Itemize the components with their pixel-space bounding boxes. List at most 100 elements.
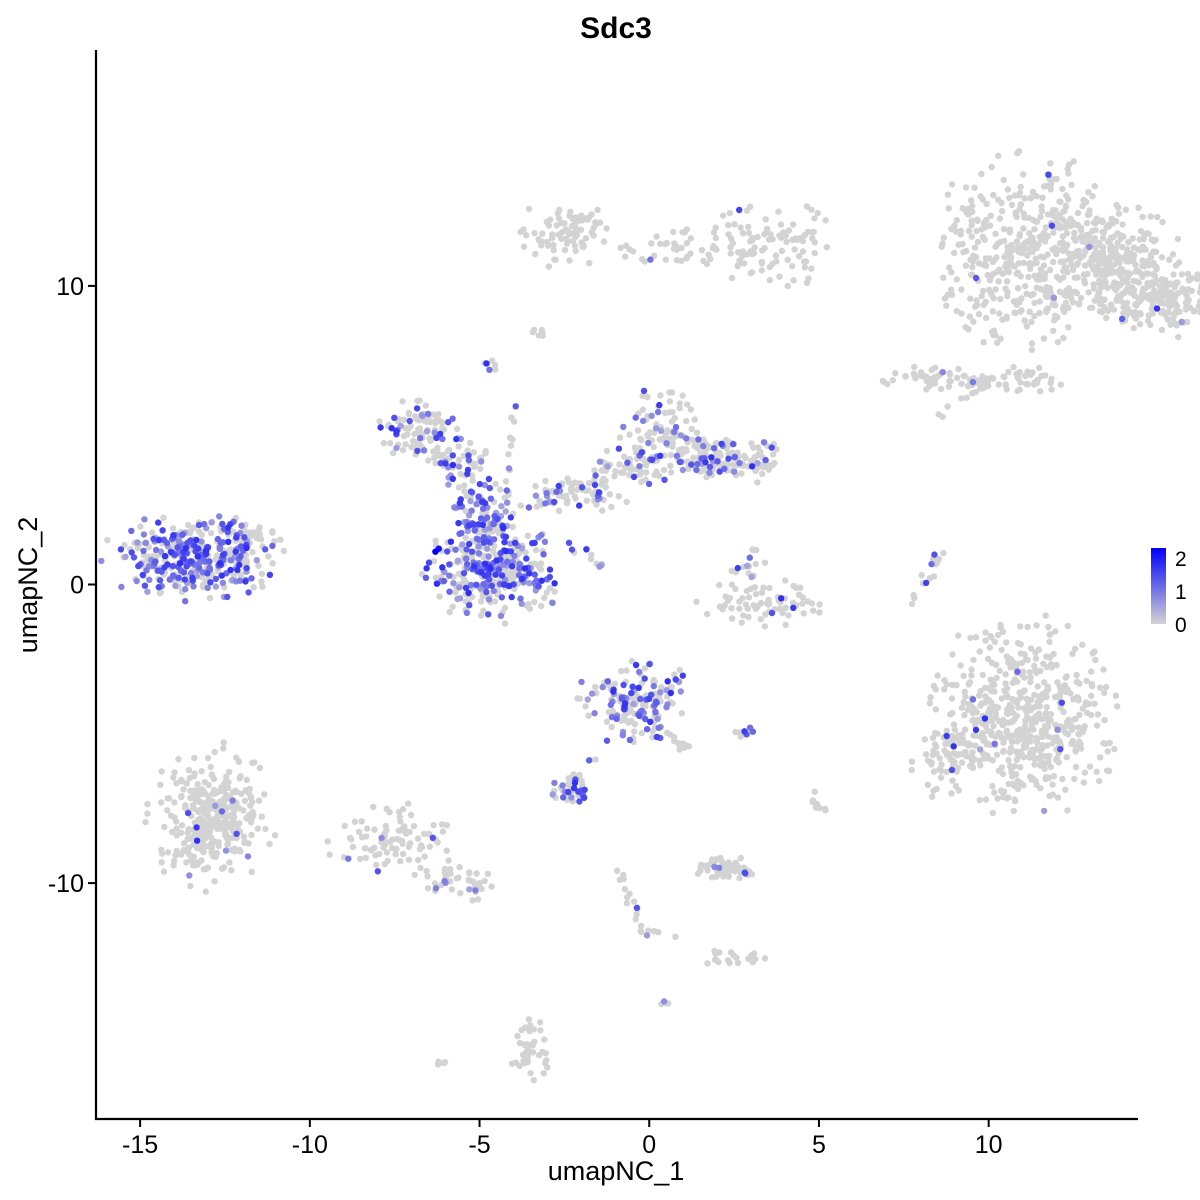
scatter-point	[446, 572, 453, 579]
scatter-point	[384, 857, 391, 865]
scatter-point	[789, 221, 797, 228]
scatter-point	[521, 1041, 529, 1049]
scatter-point	[1073, 671, 1080, 679]
scatter-point	[657, 689, 664, 696]
scatter-point	[486, 525, 493, 532]
scatter-point	[437, 460, 444, 467]
scatter-point	[144, 800, 151, 808]
scatter-point	[174, 544, 181, 551]
scatter-point	[480, 505, 487, 512]
scatter-point	[256, 764, 263, 771]
scatter-point	[233, 534, 240, 541]
scatter-point	[736, 598, 743, 605]
scatter-point	[716, 581, 723, 589]
scatter-point	[768, 444, 775, 451]
scatter-point	[744, 562, 751, 569]
scatter-point	[255, 527, 262, 534]
scatter-point	[912, 375, 919, 382]
scatter-point	[464, 560, 471, 568]
scatter-point	[495, 566, 503, 573]
scatter-point	[657, 427, 665, 434]
scatter-point	[172, 818, 180, 825]
scatter-point	[1054, 726, 1061, 733]
scatter-point	[1050, 773, 1058, 780]
scatter-point	[480, 580, 487, 588]
scatter-point	[945, 205, 952, 212]
scatter-point	[1159, 307, 1167, 314]
scatter-point	[1097, 684, 1104, 691]
scatter-point	[422, 574, 430, 581]
scatter-point	[180, 786, 187, 793]
scatter-point	[653, 699, 660, 706]
scatter-point	[211, 748, 218, 756]
scatter-point	[1019, 731, 1026, 738]
scatter-point	[571, 242, 579, 249]
scatter-point	[408, 443, 415, 451]
scatter-point	[416, 417, 423, 424]
scatter-point	[1000, 176, 1007, 184]
scatter-point	[265, 553, 272, 560]
scatter-point	[620, 423, 627, 431]
scatter-point	[728, 581, 736, 588]
scatter-point	[672, 423, 680, 431]
scatter-point	[749, 236, 756, 244]
scatter-point	[498, 594, 505, 601]
scatter-point	[502, 547, 510, 555]
scatter-point	[1158, 290, 1166, 297]
scatter-point	[1098, 259, 1106, 266]
scatter-point	[782, 577, 789, 584]
scatter-point	[636, 463, 643, 470]
scatter-point	[589, 491, 597, 498]
scatter-point	[1089, 304, 1096, 311]
scatter-point	[475, 550, 483, 557]
scatter-point	[716, 603, 724, 610]
scatter-point	[1050, 734, 1057, 742]
scatter-point	[1196, 289, 1200, 296]
scatter-point	[438, 821, 446, 828]
scatter-point	[641, 665, 649, 672]
scatter-point	[1069, 288, 1076, 296]
scatter-point	[253, 557, 260, 564]
scatter-point	[444, 448, 452, 455]
scatter-point	[433, 580, 441, 587]
scatter-point	[995, 278, 1002, 285]
scatter-point	[998, 788, 1005, 795]
scatter-point	[938, 761, 945, 768]
scatter-point	[213, 814, 220, 822]
scatter-point	[466, 886, 473, 893]
scatter-point	[492, 366, 499, 373]
scatter-point	[506, 582, 513, 590]
scatter-point	[944, 403, 951, 410]
scatter-point	[179, 531, 186, 538]
scatter-point	[196, 564, 203, 572]
scatter-point	[658, 684, 665, 691]
scatter-point	[511, 539, 519, 546]
scatter-point	[223, 821, 230, 828]
scatter-point	[1003, 386, 1010, 393]
scatter-point	[688, 425, 695, 433]
scatter-point	[694, 445, 701, 452]
scatter-point	[708, 454, 715, 461]
scatter-point	[969, 378, 977, 386]
scatter-point	[424, 873, 431, 880]
scatter-point	[233, 830, 240, 837]
scatter-point	[410, 437, 417, 445]
scatter-point	[169, 525, 177, 532]
scatter-point	[937, 385, 945, 393]
scatter-point	[811, 788, 818, 795]
scatter-point	[178, 793, 185, 801]
scatter-point	[1118, 315, 1126, 323]
scatter-point	[485, 553, 492, 560]
scatter-point	[1153, 280, 1160, 287]
scatter-point	[639, 256, 646, 263]
scatter-point	[955, 732, 962, 739]
scatter-point	[1056, 225, 1064, 232]
scatter-point	[775, 208, 782, 215]
scatter-point	[728, 605, 735, 612]
scatter-point	[738, 619, 745, 626]
scatter-point	[584, 696, 591, 703]
scatter-point	[628, 657, 636, 665]
scatter-point	[485, 475, 493, 483]
scatter-point	[1088, 680, 1096, 688]
